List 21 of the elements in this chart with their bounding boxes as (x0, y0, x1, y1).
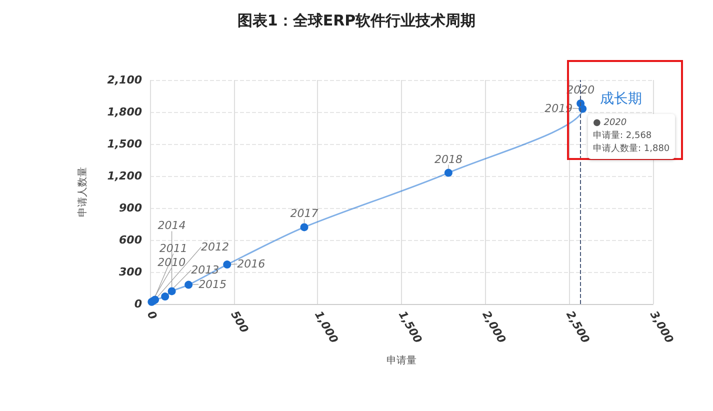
annotation: 成长期 (600, 90, 642, 108)
annotation: 2012 (201, 240, 230, 254)
y-tick-label: 2,100 (107, 74, 142, 86)
y-axis-title: 申请人数量 (76, 167, 88, 217)
y-tick-label: 600 (119, 234, 142, 246)
x-tick-label: 0 (144, 308, 160, 322)
annotation: ● 2020 申请量: 2,568 申请人数量: 1,880 (593, 117, 670, 156)
chart-title: 图表1：全球ERP软件行业技术周期 (237, 12, 476, 30)
y-tick-label: 1,500 (107, 138, 142, 150)
y-tick-label: 1,200 (107, 170, 142, 182)
annotation: 2018 (434, 152, 462, 166)
annotation: 2014 (158, 219, 186, 232)
y-tick-label: 1,800 (107, 106, 142, 118)
y-tick-label: 0 (134, 298, 142, 310)
annotation: 2013 (191, 264, 220, 277)
annotation: 2016 (237, 258, 266, 271)
annotation: 2017 (290, 207, 318, 220)
annotation: 2015 (198, 278, 227, 291)
y-tick-label: 900 (119, 202, 142, 214)
x-axis-title: 申请量 (386, 354, 416, 366)
y-tick-label: 300 (119, 266, 142, 278)
